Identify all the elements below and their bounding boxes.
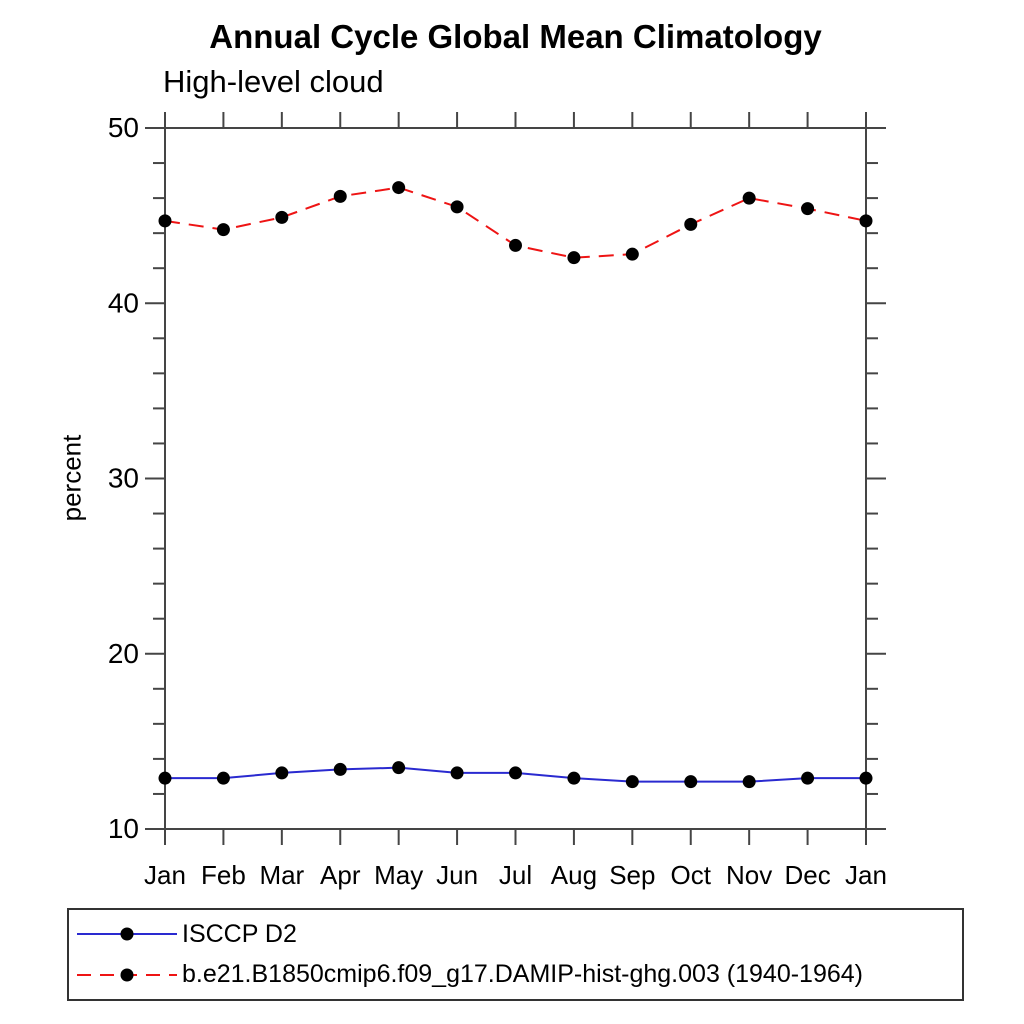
data-point	[625, 775, 639, 789]
legend-marker-dot	[120, 968, 134, 982]
data-point	[567, 771, 581, 785]
y-tick-label: 30	[108, 463, 139, 494]
x-tick-label: Jan	[845, 860, 887, 890]
data-point	[742, 191, 756, 205]
x-tick-label: Jul	[499, 860, 532, 890]
data-point	[450, 200, 464, 214]
chart-subtitle: High-level cloud	[163, 64, 384, 99]
legend-line-sample-solid	[77, 927, 177, 941]
data-point	[509, 238, 522, 252]
x-tick-label: Mar	[259, 860, 304, 890]
legend-item-isccp: ISCCP D2	[74, 920, 958, 949]
y-tick-label: 40	[108, 287, 139, 318]
data-point	[275, 210, 289, 224]
data-point	[801, 771, 815, 785]
legend-marker-dot	[120, 927, 134, 941]
x-tick-label: Jan	[144, 860, 186, 890]
x-tick-label: Sep	[609, 860, 655, 890]
data-point	[450, 766, 464, 780]
y-tick-label: 10	[108, 813, 139, 844]
legend-item-model: b.e21.B1850cmip6.f09_g17.DAMIP-hist-ghg.…	[74, 960, 958, 989]
data-point	[392, 761, 406, 775]
data-point	[333, 189, 347, 203]
data-point	[158, 771, 172, 785]
data-point	[625, 247, 639, 261]
x-tick-label: Jun	[436, 860, 478, 890]
data-point	[859, 771, 873, 785]
data-point	[275, 766, 289, 780]
data-point	[509, 766, 522, 780]
legend-box: ISCCP D2 b.e21.B1850cmip6.f09_g17.DAMIP-…	[67, 908, 964, 1001]
y-tick-label: 20	[108, 638, 139, 669]
legend-label-model: b.e21.B1850cmip6.f09_g17.DAMIP-hist-ghg.…	[182, 960, 863, 989]
data-point	[392, 181, 406, 195]
data-point	[684, 775, 698, 789]
legend-label-isccp: ISCCP D2	[182, 919, 297, 948]
data-point	[859, 214, 873, 228]
data-point	[742, 775, 756, 789]
x-tick-label: May	[374, 860, 423, 890]
x-tick-label: Aug	[551, 860, 597, 890]
data-point	[216, 223, 230, 237]
chart-title: Annual Cycle Global Mean Climatology	[209, 18, 822, 55]
data-point	[567, 251, 581, 265]
x-tick-label: Feb	[201, 860, 246, 890]
x-tick-label: Nov	[726, 860, 772, 890]
plot-border	[164, 127, 867, 830]
data-point	[216, 771, 230, 785]
data-point	[158, 214, 172, 228]
data-point	[333, 762, 347, 776]
x-tick-label: Oct	[671, 860, 712, 890]
x-tick-label: Dec	[784, 860, 830, 890]
legend-line-sample-dashed	[77, 968, 177, 982]
data-point	[684, 217, 698, 231]
y-tick-label: 50	[108, 112, 139, 143]
data-point	[801, 202, 815, 216]
x-tick-label: Apr	[320, 860, 361, 890]
